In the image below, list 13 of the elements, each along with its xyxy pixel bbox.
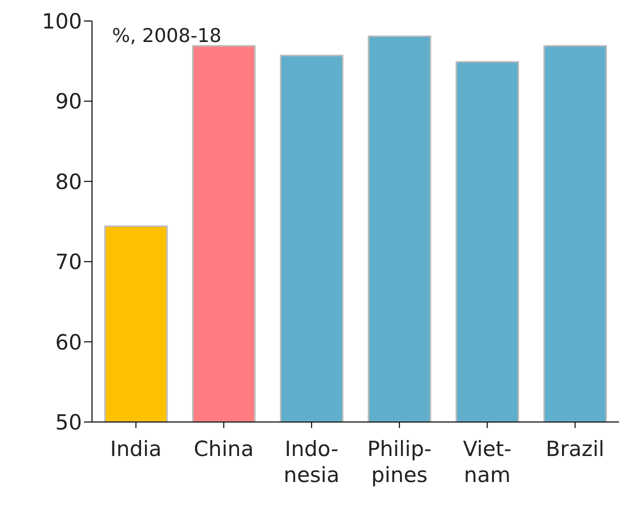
x-tick-label: Brazil <box>546 437 604 461</box>
y-tick-label: 100 <box>42 9 82 34</box>
x-tick-label: China <box>194 437 254 461</box>
y-tick-label: 50 <box>55 410 82 434</box>
y-tick-label: 80 <box>55 170 82 194</box>
x-tick-label: Indo- nesia <box>284 437 340 487</box>
x-tick-label: Philip- pines <box>367 437 432 487</box>
y-tick-label: 70 <box>55 250 82 274</box>
y-tick-label: 90 <box>55 90 82 114</box>
y-tick-label: 60 <box>55 330 82 354</box>
x-tick-label: Viet- nam <box>463 437 512 487</box>
x-tick-label: India <box>110 437 162 461</box>
annotation: %, 2008-18 <box>112 25 222 47</box>
